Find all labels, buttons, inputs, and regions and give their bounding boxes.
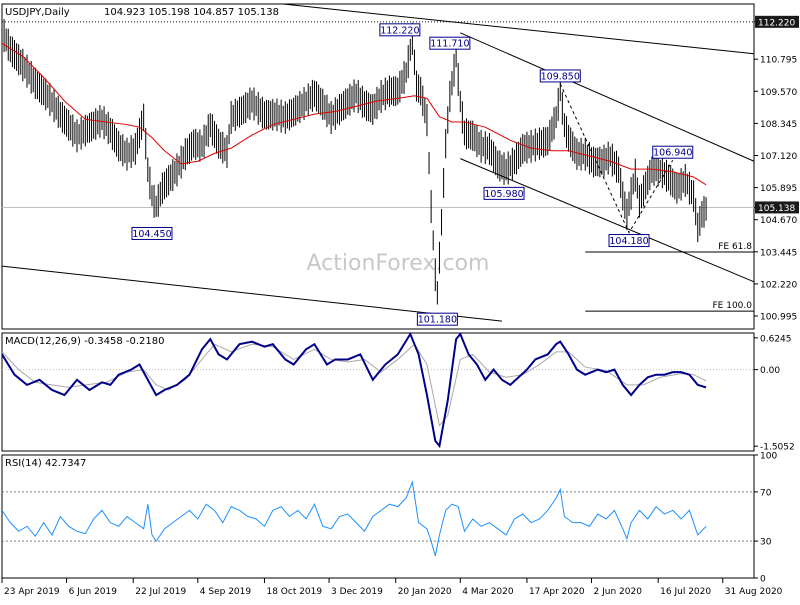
y-tick-label: 100 (760, 452, 777, 462)
macd-main-line (1, 331, 707, 449)
x-tick-label: 18 Oct 2019 (266, 587, 322, 597)
y-tick-label: 102.220 (760, 280, 797, 290)
price-tag-bg (755, 15, 799, 28)
annotation-box (483, 186, 525, 200)
annotation-box (131, 226, 173, 240)
rsi-panel (1, 480, 754, 556)
y-tick-label: 100.995 (760, 313, 797, 323)
price-tag-label: 105.138 (758, 204, 795, 214)
ohlc-readout: 104.923 105.198 104.857 105.138 (104, 7, 279, 18)
fib-projection-line (559, 83, 674, 234)
y-tick-label: 30 (760, 538, 772, 548)
annotation-label: 101.180 (418, 315, 457, 326)
rsi-line (1, 480, 707, 556)
annotation-label: 104.450 (132, 229, 171, 240)
panel-frames (1, 3, 755, 579)
annotation-label: 111.710 (430, 39, 469, 50)
macd-panel (1, 331, 754, 449)
price-tag-bg (755, 201, 799, 214)
price-panel: FE 61.8 FE 100.0 112.220 111.710 109.850 106.… (1, 3, 755, 326)
x-tick-label: 6 Jun 2019 (69, 587, 118, 597)
channel-line (460, 158, 755, 283)
y-tick-label: 110.795 (760, 56, 797, 66)
fe-label: FE 100.0 (713, 301, 753, 311)
y-tick-label: -1.5052 (760, 443, 795, 453)
annotation-box (379, 23, 421, 37)
y-tick-label: 104.670 (760, 216, 797, 226)
x-tick-label: 22 Jul 2019 (135, 587, 186, 597)
y-tick-label: 0.6245 (760, 334, 792, 344)
annotation-label: 112.220 (380, 25, 419, 36)
rsi-title: RSI(14) 42.7347 (5, 458, 86, 469)
watermark: ActionForex.com (307, 251, 490, 276)
annotation-label: 109.850 (541, 71, 580, 82)
annotation-label: 105.980 (484, 189, 523, 200)
x-tick-label: 3 Dec 2019 (331, 587, 383, 597)
y-tick-label: 103.445 (760, 248, 797, 258)
y-tick-label: 0 (760, 575, 766, 585)
axes: 23 Apr 2019 6 Jun 2019 22 Jul 2019 4 Sep 20… (1, 15, 799, 597)
annotation-box (416, 312, 458, 326)
moving-average-line (1, 42, 707, 186)
fe-label: FE 61.8 (718, 242, 752, 252)
channel-line (460, 32, 755, 162)
x-tick-label: 16 Jul 2020 (660, 587, 711, 597)
annotation-label: 106.940 (653, 148, 692, 159)
x-tick-label: 20 Jan 2020 (398, 587, 452, 597)
annotation-box (652, 145, 694, 159)
macd-signal-line (1, 343, 707, 427)
y-tick-label: 105.895 (760, 184, 797, 194)
x-tick-label: 4 Sep 2019 (200, 587, 252, 597)
x-tick-label: 17 Apr 2020 (529, 587, 585, 597)
panel-frame-macd (1, 332, 755, 452)
annotation-box (608, 234, 650, 248)
x-tick-label: 23 Apr 2019 (4, 587, 60, 597)
macd-title: MACD(12,26,9) -0.3458 -0.2180 (5, 336, 165, 347)
y-tick-label: 109.570 (760, 88, 797, 98)
annotation-box (429, 36, 471, 50)
x-tick-label: 2 Jun 2020 (594, 587, 643, 597)
y-tick-label: 107.120 (760, 152, 797, 162)
annotation-box (539, 69, 581, 83)
channel-line (283, 3, 755, 55)
channel-line (1, 265, 502, 322)
price-tag-label: 112.220 (758, 18, 795, 28)
y-tick-label: 0.00 (760, 366, 780, 376)
annotation-label: 104.180 (609, 236, 648, 247)
x-tick-label: 4 Mar 2020 (462, 587, 514, 597)
y-tick-label: 70 (760, 488, 772, 498)
panel-frame-rsi (1, 454, 755, 579)
panel-frame-price (1, 3, 755, 330)
y-tick-label: 108.345 (760, 120, 797, 130)
symbol-label: USDJPY,Daily (5, 7, 70, 18)
x-tick-label: 31 Aug 2020 (725, 587, 783, 597)
